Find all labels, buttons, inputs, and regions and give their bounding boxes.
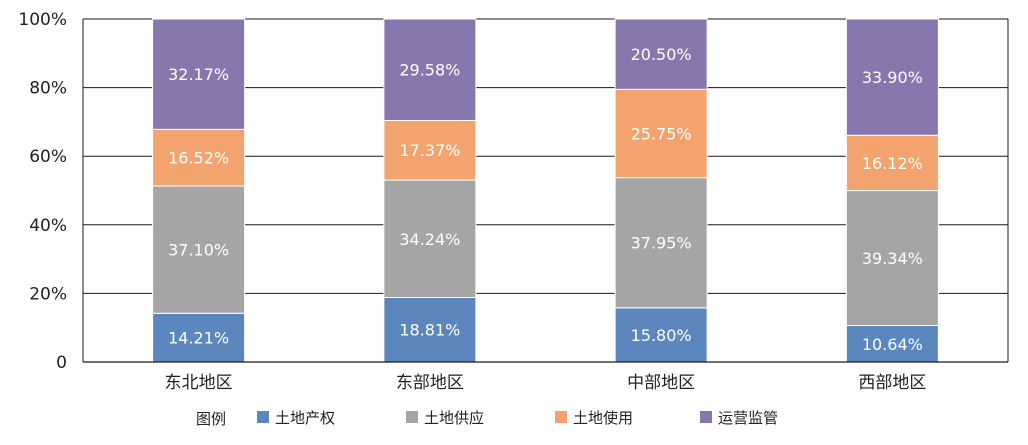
x-tick-label: 西部地区 xyxy=(858,373,926,393)
bar-segment xyxy=(383,18,477,121)
bar-segment xyxy=(614,177,708,309)
x-tick-label: 东部地区 xyxy=(396,373,464,393)
bar-segment xyxy=(383,119,477,181)
y-tick-label: 80% xyxy=(29,79,67,99)
bar-segment xyxy=(152,185,246,314)
bar-layer xyxy=(152,18,939,363)
y-tick-label: 0 xyxy=(56,353,67,373)
legend-label: 土地供应 xyxy=(424,409,484,427)
legend-swatch xyxy=(257,411,269,423)
data-label: 18.81% xyxy=(399,321,460,340)
bar-segment xyxy=(845,134,939,192)
x-tick-label: 中部地区 xyxy=(627,373,695,393)
legend-swatch xyxy=(700,411,712,423)
data-label: 29.58% xyxy=(399,61,460,80)
data-label: 17.37% xyxy=(399,141,460,160)
axis-layer: 0 20% 40% 60% 80% 100% 东北地区 东部地区 中部地区 西部地区 xyxy=(18,10,1009,393)
data-label: 10.64% xyxy=(862,335,923,354)
legend-swatch xyxy=(555,411,567,423)
bar-segment xyxy=(845,18,939,136)
bar-segment xyxy=(152,312,246,363)
bar-segment xyxy=(845,190,939,327)
x-tick-label: 东北地区 xyxy=(165,373,233,393)
y-tick-label: 100% xyxy=(18,10,67,30)
data-label: 34.24% xyxy=(399,230,460,249)
data-label: 33.90% xyxy=(862,68,923,87)
data-label: 25.75% xyxy=(631,124,692,143)
data-label: 16.52% xyxy=(168,149,229,168)
data-label: 37.10% xyxy=(168,241,229,260)
data-label: 20.50% xyxy=(631,45,692,64)
legend-label: 土地使用 xyxy=(573,409,633,427)
data-label: 32.17% xyxy=(168,65,229,84)
data-label: 16.12% xyxy=(862,154,923,173)
data-label: 15.80% xyxy=(631,326,692,345)
bar-segment xyxy=(152,18,246,130)
legend-title: 图例 xyxy=(196,410,226,428)
bar-segment xyxy=(614,88,708,179)
data-label: 14.21% xyxy=(168,329,229,348)
bar-segment xyxy=(845,325,939,363)
y-tick-label: 20% xyxy=(29,284,67,304)
legend-label: 运营监管 xyxy=(718,409,778,427)
bar-segment xyxy=(614,18,708,90)
y-tick-label: 40% xyxy=(29,216,67,236)
legend-label: 土地产权 xyxy=(275,409,335,427)
legend-swatch xyxy=(406,411,418,423)
y-tick-label: 60% xyxy=(29,147,67,167)
legend: 图例 土地产权 土地供应 土地使用 运营监管 xyxy=(196,409,778,428)
data-label: 39.34% xyxy=(862,249,923,268)
data-label-layer: 14.21% 37.10% 16.52% 32.17% 18.81% 34.24% 17.3… xyxy=(168,45,923,354)
data-label: 37.95% xyxy=(631,234,692,253)
bar-segment xyxy=(614,307,708,363)
